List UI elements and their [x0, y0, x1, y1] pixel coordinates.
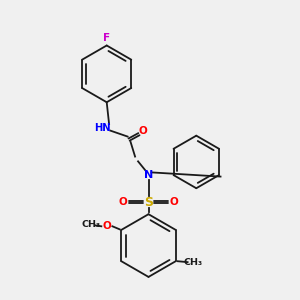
Text: O: O [169, 197, 178, 207]
Text: S: S [144, 196, 153, 209]
Text: O: O [138, 126, 147, 136]
Text: O: O [103, 221, 112, 231]
Text: F: F [103, 33, 110, 43]
Text: CH₃: CH₃ [183, 258, 202, 267]
Text: HN: HN [94, 123, 110, 133]
Text: O: O [119, 197, 128, 207]
Text: N: N [144, 170, 153, 180]
Text: CH₃: CH₃ [82, 220, 101, 229]
